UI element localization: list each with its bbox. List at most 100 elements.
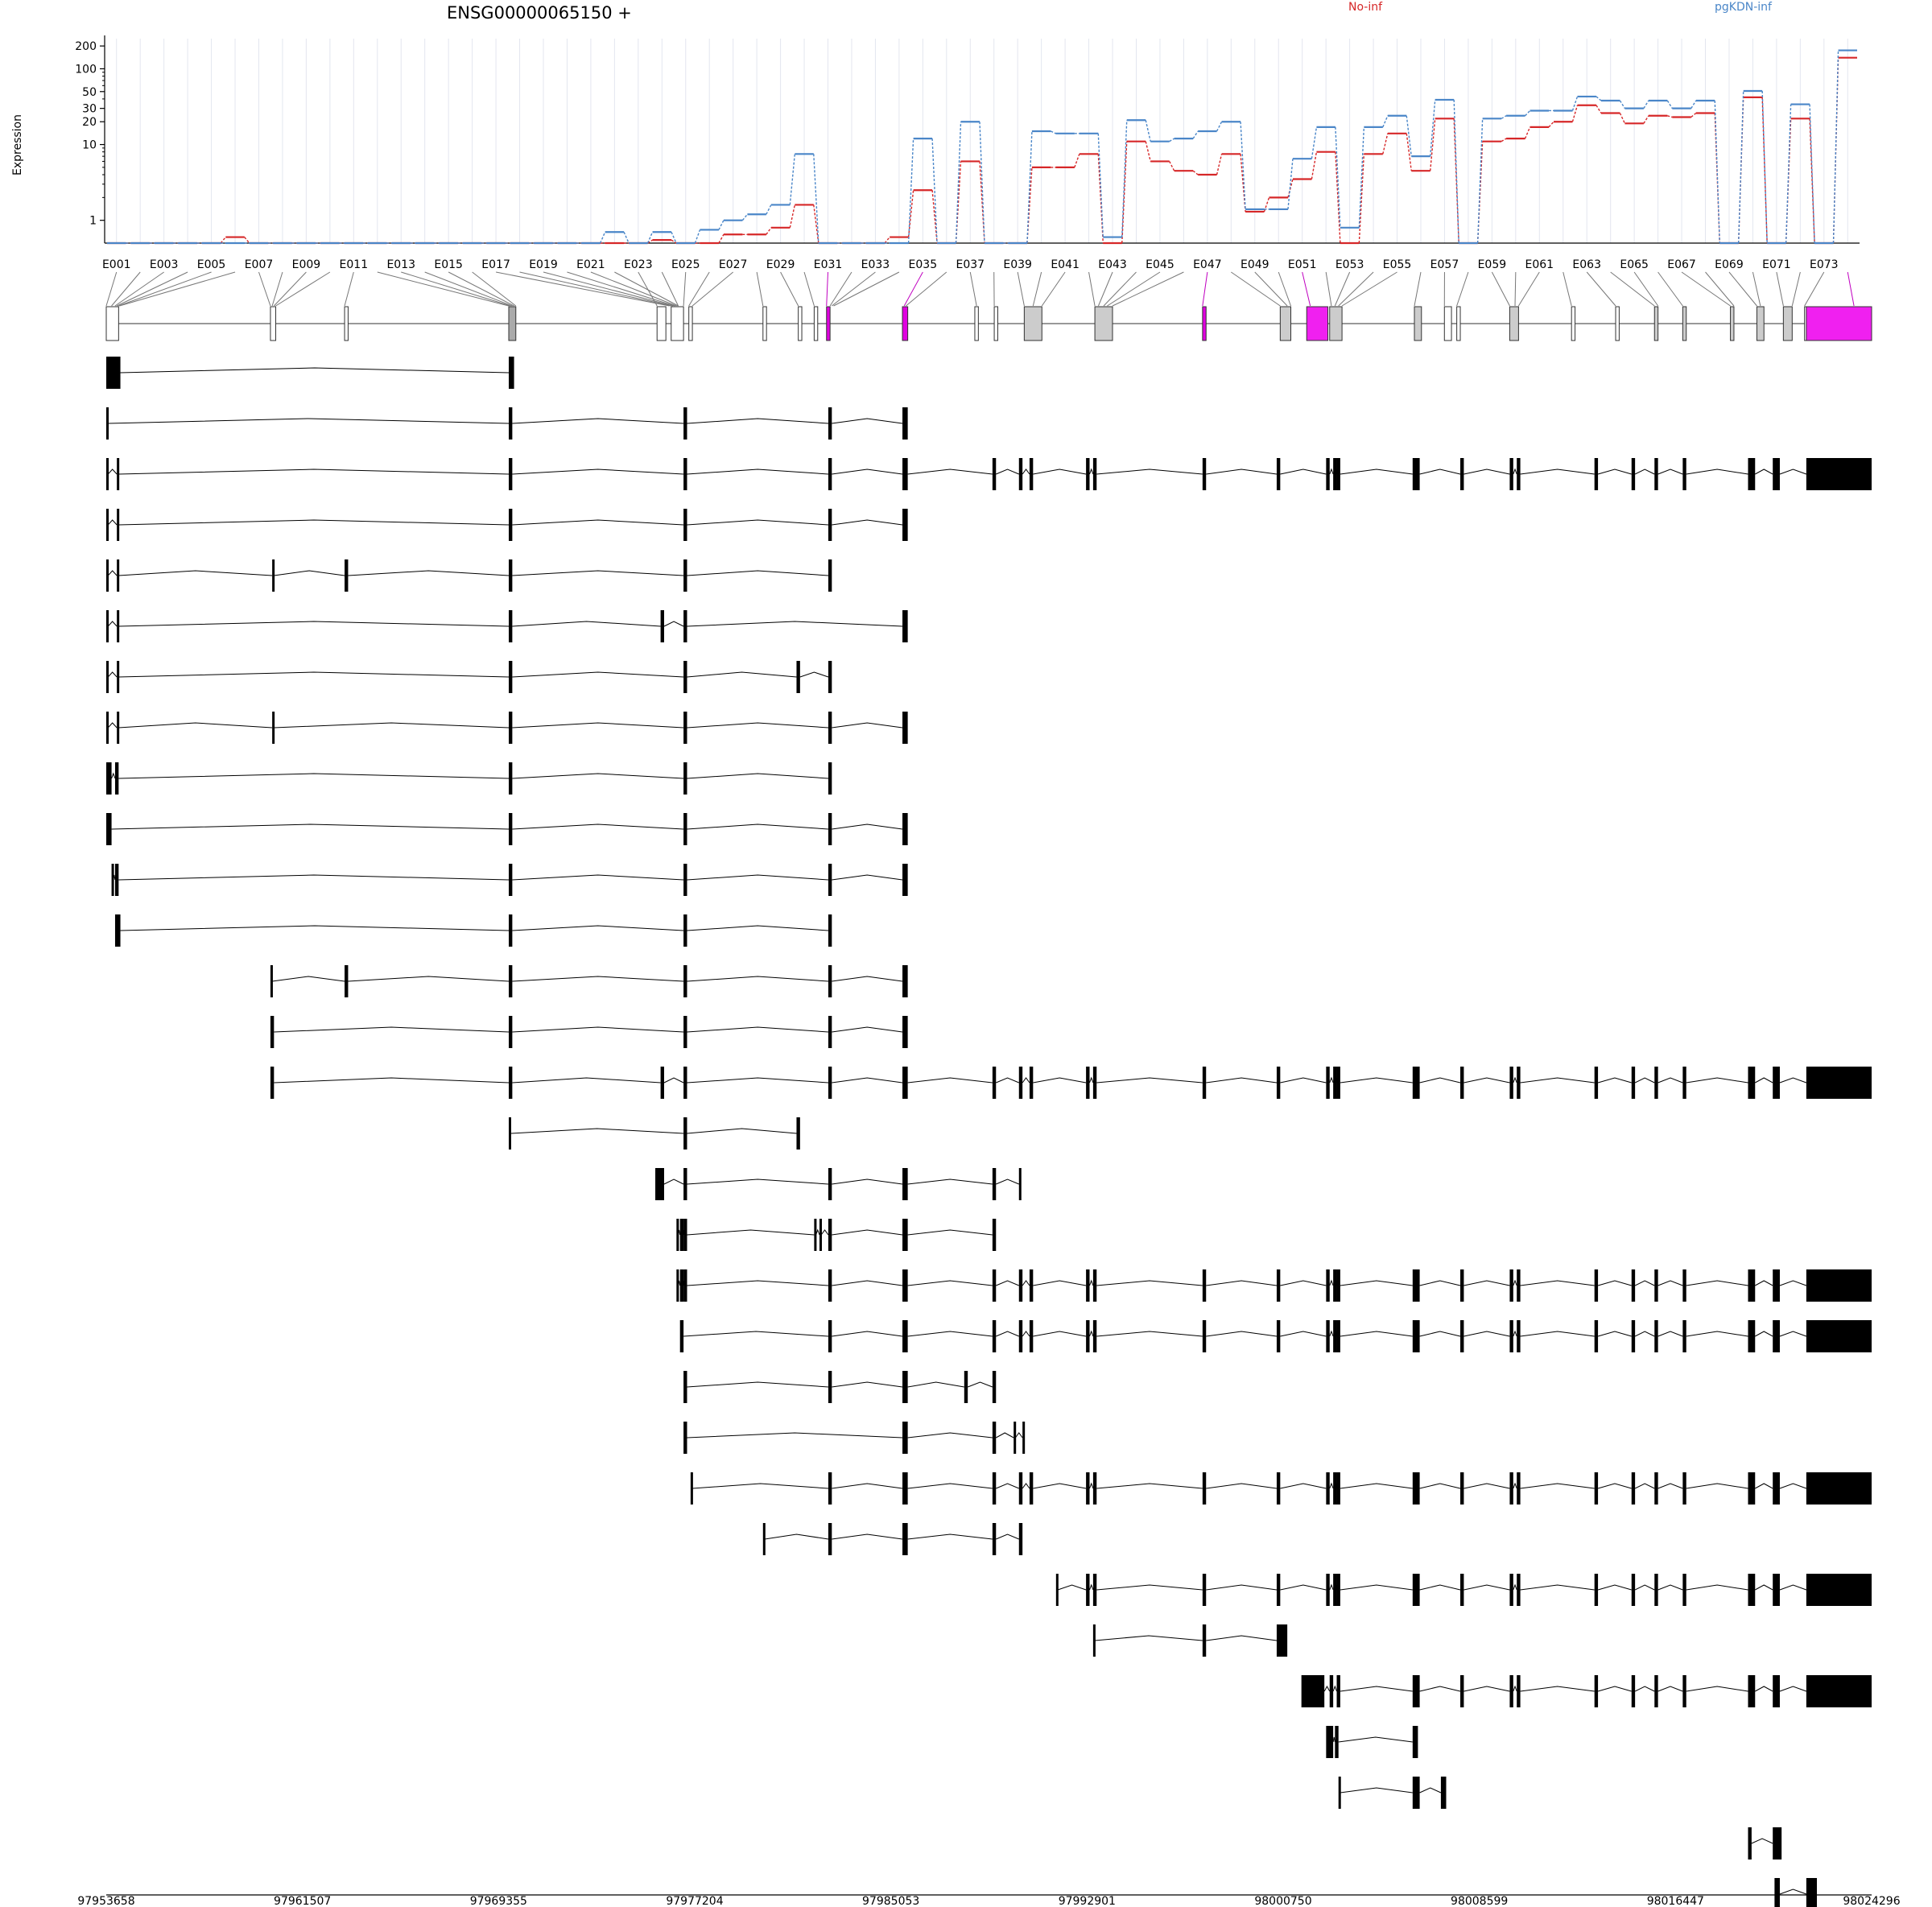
transcript-intron — [687, 773, 828, 779]
transcript-intron — [1089, 1583, 1094, 1591]
transcript-exon — [1333, 1269, 1337, 1302]
transcript-intron — [687, 1229, 815, 1236]
transcript-intron — [510, 1128, 684, 1134]
transcript-exon — [1748, 1472, 1756, 1505]
transcript-exon — [1018, 1320, 1023, 1352]
transcript-intron — [512, 773, 684, 779]
transcript-exon — [828, 914, 832, 947]
transcript-track — [1055, 1574, 1872, 1606]
transcript-exon — [509, 1067, 513, 1099]
transcript-intron — [1206, 1077, 1278, 1084]
transcript-intron — [512, 468, 684, 475]
transcript-track — [676, 1219, 997, 1251]
transcript-exon — [106, 712, 109, 744]
transcript-intron — [274, 722, 510, 729]
series-connector — [718, 233, 724, 244]
genomic-tick-label: 98016447 — [1647, 1895, 1704, 1907]
transcript-exon — [762, 1523, 766, 1555]
transcript-exon — [1517, 1472, 1521, 1505]
transcript-exon — [683, 864, 687, 896]
transcript-exon — [1018, 1067, 1023, 1099]
transcript-intron — [832, 1178, 903, 1185]
transcript-track — [106, 357, 514, 389]
exon-connector — [1791, 271, 1801, 307]
transcript-intron — [1755, 1483, 1773, 1489]
transcript-exon — [106, 357, 121, 389]
transcript-exon — [1748, 1827, 1752, 1860]
series-connector — [1809, 104, 1815, 244]
transcript-exon — [1018, 1269, 1023, 1302]
transcript-intron — [907, 1381, 964, 1388]
transcript-intron — [1463, 1686, 1510, 1692]
series-connector — [1382, 115, 1389, 128]
transcript-exon — [1412, 1726, 1418, 1758]
transcript-intron — [1022, 1483, 1030, 1489]
transcript-exon — [902, 509, 908, 541]
exon-connector — [683, 271, 687, 307]
transcript-intron — [996, 1077, 1019, 1084]
transcript-track — [762, 1523, 1023, 1555]
transcript-intron — [1751, 1838, 1773, 1844]
transcript-intron — [832, 1229, 903, 1236]
transcript-exon — [1326, 1320, 1330, 1352]
transcript-exon — [1092, 1269, 1097, 1302]
exon-label: E041 — [1051, 258, 1080, 271]
transcript-exon — [1202, 1574, 1207, 1606]
exon-connector — [1325, 271, 1332, 307]
transcript-exon — [509, 458, 513, 490]
transcript-intron — [107, 671, 118, 678]
transcript-intron — [1033, 1280, 1087, 1286]
exon-connector — [1752, 271, 1761, 307]
gene-exon-block — [1329, 306, 1343, 341]
exon-connector — [105, 271, 118, 307]
transcript-intron — [683, 1331, 828, 1337]
transcript-exon — [1594, 1269, 1599, 1302]
transcript-track — [270, 1016, 908, 1048]
transcript-exon — [1018, 1472, 1023, 1505]
transcript-exon — [683, 1117, 687, 1150]
transcript-exon — [1336, 458, 1340, 490]
transcript-exon — [902, 712, 908, 744]
series-connector — [1501, 138, 1507, 142]
transcript-track — [106, 610, 908, 642]
transcript-intron — [107, 621, 118, 627]
transcript-exon — [1773, 1574, 1780, 1606]
transcript-exon — [828, 813, 832, 845]
gene-exon-block — [1306, 306, 1329, 341]
series-connector — [1335, 126, 1341, 228]
transcript-intron — [348, 976, 510, 982]
exon-connector — [638, 271, 658, 307]
transcript-intron — [118, 468, 510, 475]
transcript-exon — [1202, 1269, 1207, 1302]
transcript-exon — [902, 813, 908, 845]
transcript-exon — [1329, 1675, 1334, 1707]
series-connector — [813, 204, 819, 244]
transcript-exon — [1326, 1574, 1330, 1606]
transcript-tracks — [106, 357, 1872, 1907]
transcript-intron — [1597, 1584, 1632, 1591]
transcript-exon — [1806, 1269, 1872, 1302]
exon-label: E027 — [719, 258, 748, 271]
transcript-intron — [107, 722, 118, 729]
transcript-exon — [992, 1067, 997, 1099]
series-connector — [1430, 118, 1436, 171]
exon-connector — [114, 271, 164, 307]
exon-connector — [1804, 271, 1825, 307]
transcript-intron — [1089, 468, 1094, 475]
transcript-exon — [1806, 1675, 1872, 1707]
transcript-exon — [1654, 1472, 1658, 1505]
transcript-intron — [663, 1077, 684, 1084]
exon-connector — [118, 271, 212, 307]
transcript-intron — [1597, 1331, 1632, 1337]
transcript-intron — [1206, 468, 1278, 475]
transcript-exon — [117, 559, 120, 592]
transcript-track — [509, 1117, 800, 1150]
transcript-exon — [106, 610, 109, 642]
transcript-exon — [1631, 1269, 1636, 1302]
exon-label: E015 — [434, 258, 463, 271]
transcript-intron — [111, 823, 510, 830]
exon-label: E031 — [814, 258, 843, 271]
gene-exon-block — [344, 306, 349, 341]
gene-exon-block — [1682, 306, 1687, 341]
transcript-exon — [117, 712, 120, 744]
